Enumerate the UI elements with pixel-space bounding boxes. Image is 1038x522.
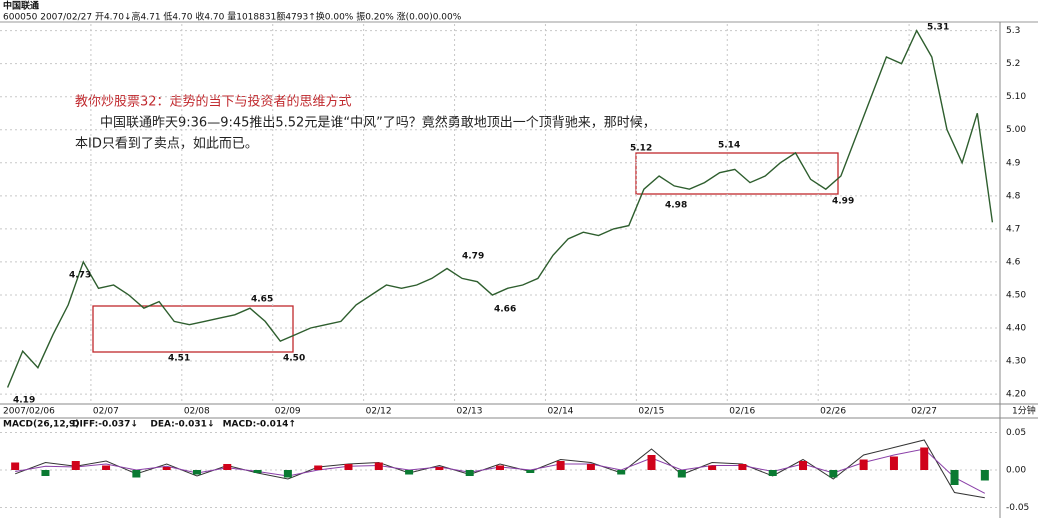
macd-bar: [283, 470, 292, 478]
macd-bar: [435, 467, 444, 470]
y-tick-label: 4.20: [1006, 390, 1026, 400]
macd-bar: [102, 465, 111, 470]
x-tick-label: 02/07: [93, 407, 119, 417]
x-tick-label: 02/13: [457, 407, 483, 417]
range-box: [635, 152, 839, 195]
y-tick-label: 4.6: [1006, 257, 1021, 267]
y-tick-label: 5.2: [1006, 59, 1020, 69]
price-annotation: 4.99: [832, 197, 854, 207]
period-label: 1分钟: [1012, 405, 1036, 417]
note-line: 本ID只看到了卖点，如此而已。: [75, 136, 258, 152]
stock-name: 中国联通: [3, 0, 39, 12]
price-annotation: 4.98: [665, 201, 687, 211]
legend-entry: DIFF:-0.037↓: [72, 420, 138, 430]
macd-bar: [738, 464, 747, 470]
x-tick-label: 2007/02/06: [3, 407, 55, 417]
macd-bar: [617, 470, 626, 475]
macd-bar: [829, 470, 838, 478]
macd-bar: [71, 461, 80, 470]
y-tick-label: 4.30: [1006, 357, 1026, 367]
macd-bar: [465, 470, 474, 476]
macd-bar: [980, 470, 989, 481]
y-tick-label: 4.7: [1006, 224, 1020, 234]
macd-bar: [920, 447, 929, 470]
price-annotation: 4.50: [283, 354, 305, 364]
macd-bar: [344, 464, 353, 470]
macd-bar: [162, 467, 171, 470]
price-line: [6, 29, 994, 388]
macd-bar: [799, 461, 808, 470]
x-tick-label: 02/14: [547, 407, 573, 417]
y-tick-label: 5.00: [1006, 125, 1026, 135]
macd-bar: [41, 470, 50, 476]
y-tick-label: 5.3: [1006, 26, 1020, 36]
y-tick-label: 0.00: [1006, 466, 1026, 476]
x-tick-label: 02/16: [729, 407, 755, 417]
macd-bar: [950, 470, 959, 485]
price-annotation: 5.14: [718, 141, 740, 151]
note-title: 教你炒股票32：走势的当下与投资者的思维方式: [75, 94, 352, 110]
macd-bar: [253, 470, 262, 473]
price-annotation: 4.19: [13, 396, 35, 406]
price-annotation: 4.66: [494, 305, 516, 315]
price-annotation: 4.65: [251, 295, 273, 305]
x-tick-label: 02/08: [184, 407, 210, 417]
macd-bar: [556, 461, 565, 470]
macd-bar: [374, 462, 383, 470]
note-line: 中国联通昨天9:36—9:45推出5.52元是谁“中风”了吗？竟然勇敢地顶出一个…: [100, 115, 656, 131]
x-tick-label: 02/09: [275, 407, 301, 417]
macd-bar: [889, 456, 898, 470]
y-tick-label: 4.9: [1006, 158, 1021, 168]
macd-bar: [526, 470, 535, 473]
price-annotation: 5.12: [630, 144, 652, 154]
macd-line: [15, 439, 985, 499]
price-annotation: 5.31: [927, 23, 949, 33]
macd-bar: [132, 470, 141, 478]
y-tick-label: 4.50: [1006, 290, 1026, 300]
macd-bar: [405, 470, 414, 475]
y-tick-label: 0.05: [1006, 428, 1026, 438]
macd-bar: [647, 455, 656, 470]
macd-bar: [192, 470, 201, 475]
macd-bar: [859, 459, 868, 470]
macd-title: MACD(26,12,9): [3, 420, 79, 430]
price-annotation: 4.79: [462, 252, 484, 262]
macd-bar: [586, 464, 595, 470]
y-tick-label: -0.05: [1006, 503, 1029, 513]
range-box: [92, 305, 294, 353]
y-tick-label: 4.8: [1006, 191, 1021, 201]
macd-bar: [496, 465, 504, 470]
legend-entry: DEA:-0.031↓: [150, 420, 214, 430]
price-annotation: 4.51: [168, 354, 190, 364]
x-tick-label: 02/15: [638, 407, 664, 417]
macd-bar: [708, 465, 717, 470]
x-tick-label: 02/12: [366, 407, 392, 417]
macd-bar: [768, 470, 777, 476]
macd-bar: [223, 464, 232, 470]
price-annotation: 4.73: [69, 271, 91, 281]
y-tick-label: 4.40: [1006, 324, 1026, 334]
x-tick-label: 02/26: [820, 407, 846, 417]
legend-entry: MACD:-0.014↑: [223, 420, 296, 430]
macd-bar: [314, 465, 323, 470]
y-tick-label: 5.10: [1006, 92, 1026, 102]
macd-bar: [11, 462, 20, 470]
macd-bar: [677, 470, 686, 478]
quote-line: 600050 2007/02/27 开4.70↓高4.71 低4.70 收4.7…: [3, 11, 462, 23]
x-tick-label: 02/27: [911, 407, 937, 417]
